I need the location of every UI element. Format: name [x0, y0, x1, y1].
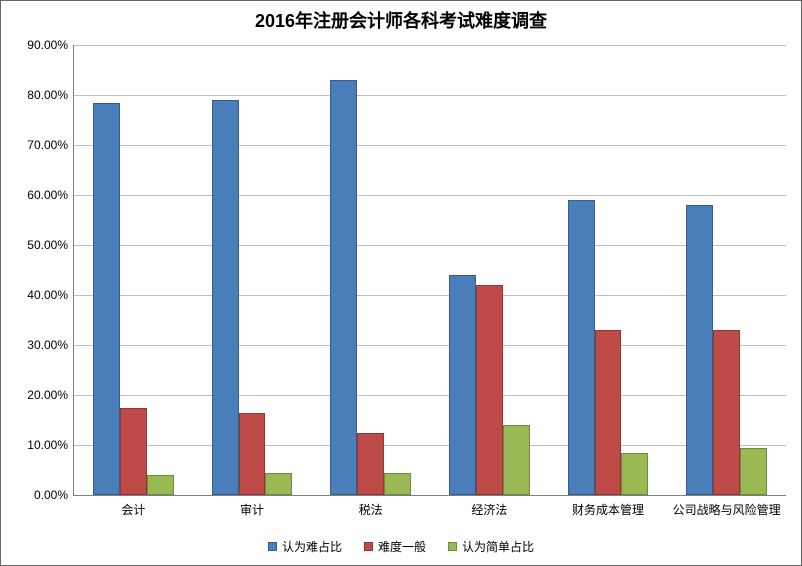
y-tick-label: 50.00%: [27, 238, 74, 252]
bar: [595, 330, 622, 495]
y-tick-label: 40.00%: [27, 288, 74, 302]
legend-item: 认为简单占比: [448, 538, 534, 555]
x-tick-label: 审计: [240, 495, 264, 518]
bar: [713, 330, 740, 495]
bar: [449, 275, 476, 495]
chart-title: 2016年注册会计师各科考试难度调查: [1, 7, 801, 33]
bar: [503, 425, 530, 495]
y-tick-label: 90.00%: [27, 38, 74, 52]
bar: [384, 473, 411, 496]
bar: [147, 475, 174, 495]
gridline: [74, 95, 786, 96]
bar: [330, 80, 357, 495]
legend: 认为难占比 难度一般 认为简单占比: [268, 538, 534, 555]
bar: [357, 433, 384, 496]
plot-area: 0.00%10.00%20.00%30.00%40.00%50.00%60.00…: [73, 45, 786, 496]
y-tick-label: 30.00%: [27, 338, 74, 352]
y-tick-label: 60.00%: [27, 188, 74, 202]
bar: [120, 408, 147, 496]
y-tick-label: 0.00%: [34, 488, 74, 502]
y-tick-label: 10.00%: [27, 438, 74, 452]
legend-swatch: [448, 542, 457, 551]
x-tick-label: 经济法: [471, 495, 507, 518]
y-tick-label: 70.00%: [27, 138, 74, 152]
gridline: [74, 395, 786, 396]
bar: [239, 413, 266, 496]
x-tick-label: 财务成本管理: [572, 495, 644, 518]
legend-item: 难度一般: [364, 538, 426, 555]
legend-label: 认为简单占比: [462, 538, 534, 555]
legend-swatch: [268, 542, 277, 551]
bar: [265, 473, 292, 496]
x-tick-label: 税法: [359, 495, 383, 518]
x-tick-label: 公司战略与风险管理: [673, 495, 781, 518]
bar: [93, 103, 120, 496]
legend-label: 难度一般: [378, 538, 426, 555]
bar: [212, 100, 239, 495]
y-tick-label: 20.00%: [27, 388, 74, 402]
y-tick-label: 80.00%: [27, 88, 74, 102]
legend-item: 认为难占比: [268, 538, 342, 555]
legend-label: 认为难占比: [282, 538, 342, 555]
chart-container: 2016年注册会计师各科考试难度调查 0.00%10.00%20.00%30.0…: [0, 0, 802, 566]
gridline: [74, 145, 786, 146]
bar: [476, 285, 503, 495]
gridline: [74, 445, 786, 446]
gridline: [74, 195, 786, 196]
bar: [621, 453, 648, 496]
gridline: [74, 345, 786, 346]
gridline: [74, 45, 786, 46]
x-tick-label: 会计: [121, 495, 145, 518]
bar: [740, 448, 767, 496]
gridline: [74, 295, 786, 296]
bar: [686, 205, 713, 495]
gridline: [74, 245, 786, 246]
bar: [568, 200, 595, 495]
legend-swatch: [364, 542, 373, 551]
